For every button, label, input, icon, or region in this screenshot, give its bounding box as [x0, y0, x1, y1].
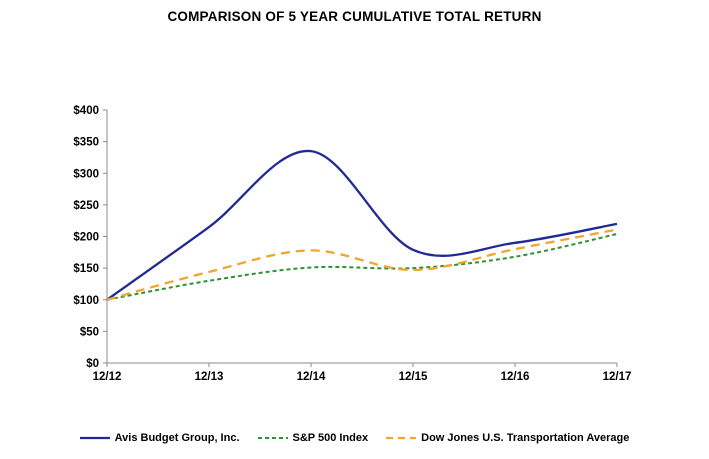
x-tick-label: 12/12	[93, 371, 122, 383]
y-tick-label: $50	[80, 326, 99, 338]
legend-label-2: S&P 500 Index	[292, 432, 369, 444]
y-tick-label: $250	[73, 200, 99, 212]
y-tick-label: $300	[73, 168, 99, 180]
series-line-3	[106, 228, 618, 301]
chart-title: COMPARISON OF 5 YEAR CUMULATIVE TOTAL RE…	[167, 9, 542, 24]
series-line-1	[106, 149, 618, 301]
y-tick-label: $0	[86, 358, 99, 370]
legend-item-2: S&P 500 Index	[257, 432, 369, 444]
legend-item-3: Dow Jones U.S. Transportation Average	[386, 432, 629, 444]
x-tick-label: 12/17	[603, 371, 632, 383]
legend-label-3: Dow Jones U.S. Transportation Average	[421, 432, 630, 444]
legend-line-swatch-1	[79, 436, 110, 440]
x-tick-label: 12/14	[297, 371, 326, 383]
y-tick-label: $400	[73, 105, 99, 117]
x-tick-label: 12/16	[501, 371, 530, 383]
legend-line-swatch-2	[257, 437, 288, 439]
x-tick-label: 12/13	[195, 371, 224, 383]
y-tick-label: $150	[73, 263, 99, 275]
legend-label-1: Avis Budget Group, Inc.	[114, 432, 240, 444]
y-tick-label: $200	[73, 232, 99, 244]
legend-line-swatch-3	[386, 436, 417, 440]
legend-item-1: Avis Budget Group, Inc.	[79, 432, 240, 444]
y-tick-label: $350	[73, 137, 99, 149]
y-tick-label: $100	[73, 295, 99, 307]
series-line-2	[106, 232, 618, 301]
chart-legend: Avis Budget Group, Inc. S&P 500 Index Dow …	[0, 428, 709, 448]
x-tick-label: 12/15	[399, 371, 428, 383]
